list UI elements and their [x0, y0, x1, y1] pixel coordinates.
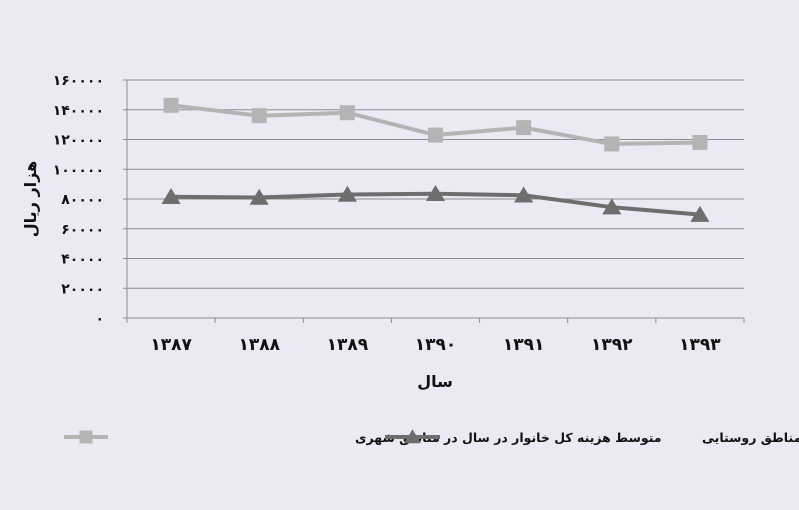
data-point-triangle: [425, 184, 446, 201]
y-axis-title: هزار ریال: [21, 161, 40, 237]
data-point-square: [163, 97, 179, 113]
y-tick-label: ۰: [95, 311, 104, 327]
x-tick-label: ۱۳۸۹: [327, 335, 369, 355]
y-tick-label: ۱۰۰۰۰۰: [53, 162, 104, 178]
x-tick-label: ۱۳۸۸: [238, 335, 280, 355]
data-point-triangle: [249, 188, 269, 205]
y-tick-label: ۱۶۰۰۰۰: [53, 73, 104, 89]
data-point-square: [339, 105, 355, 121]
axes: [123, 79, 745, 323]
data-point-triangle: [602, 198, 622, 215]
data-point-triangle: [514, 186, 534, 203]
y-tick-label: ۸۰۰۰۰: [61, 192, 104, 208]
data-point-square: [516, 120, 532, 136]
x-tick-label: ۱۳۹۳: [679, 335, 721, 355]
y-tick-labels: ۰ ۲۰۰۰۰ ۴۰۰۰۰ ۶۰۰۰۰ ۸۰۰۰۰ ۱۰۰۰۰۰ ۱۲۰۰۰۰ ۱۴۰۰۰۰ ۱…: [53, 73, 104, 327]
legend-marker-square: [79, 430, 93, 444]
x-tick-label: ۱۳۹۱: [503, 335, 545, 355]
data-point-triangle: [337, 185, 357, 202]
y-tick-label: ۲۰۰۰۰: [61, 281, 104, 297]
legend-marker-triangle: [404, 429, 421, 444]
data-point-square: [428, 127, 443, 143]
data-point-square: [604, 136, 620, 152]
x-tick-label: ۱۳۸۷: [150, 335, 192, 355]
data-point-triangle: [690, 205, 710, 222]
x-tick-labels: ۱۳۸۷ ۱۳۸۸ ۱۳۸۹ ۱۳۹۰ ۱۳۹۱ ۱۳۹۲ ۱۳۹۳: [150, 335, 721, 355]
data-point-triangle: [161, 187, 181, 204]
x-axis-title: سال: [417, 372, 453, 391]
legend-label: متوسط هزینه کل خانوار در سال در مناطق شه…: [355, 430, 662, 445]
y-tick-label: ۱۲۰۰۰۰: [53, 133, 104, 149]
y-tick-label: ۱۴۰۰۰۰: [53, 103, 104, 119]
data-point-square: [692, 134, 708, 150]
y-tick-label: ۶۰۰۰۰: [61, 222, 104, 238]
legend-label: متوسط هزینه کل خانوار در سال در مناطق رو…: [702, 430, 799, 445]
y-tick-label: ۴۰۰۰۰: [61, 252, 104, 268]
x-tick-label: ۱۳۹۲: [591, 335, 633, 355]
data-point-square: [251, 108, 267, 124]
series-markers: [161, 97, 710, 222]
x-tick-label: ۱۳۹۰: [415, 335, 457, 355]
legend: متوسط هزینه کل خانوار در سال در مناطق شه…: [64, 429, 799, 445]
